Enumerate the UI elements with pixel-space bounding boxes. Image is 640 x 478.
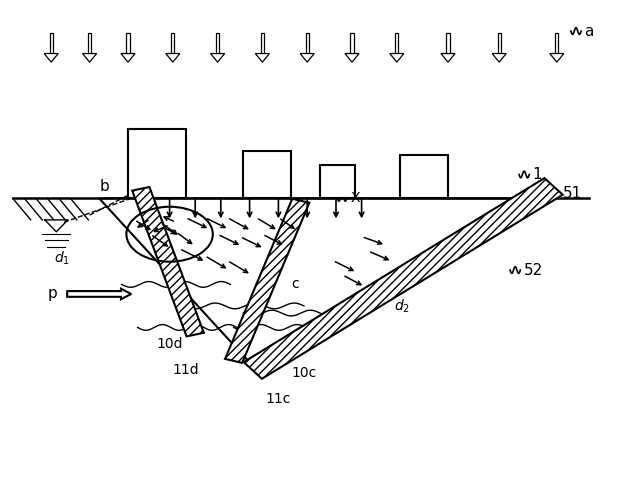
Text: 10d: 10d [157, 337, 183, 351]
Text: a: a [584, 23, 594, 39]
Bar [400, 155, 448, 198]
Polygon shape [351, 33, 354, 54]
Text: 10c: 10c [291, 366, 316, 380]
Text: 1: 1 [532, 167, 542, 182]
Text: $d_1$: $d_1$ [54, 250, 70, 267]
Polygon shape [244, 178, 563, 379]
Bar [128, 129, 186, 198]
Polygon shape [83, 54, 97, 62]
Text: $d_2$: $d_2$ [394, 297, 410, 315]
Polygon shape [498, 33, 500, 54]
Polygon shape [396, 33, 398, 54]
Polygon shape [132, 187, 204, 337]
Bar [243, 151, 291, 198]
Polygon shape [261, 33, 264, 54]
Polygon shape [390, 54, 404, 62]
Text: 11d: 11d [173, 363, 200, 378]
Text: 51: 51 [563, 186, 582, 201]
Polygon shape [88, 33, 92, 54]
Polygon shape [447, 33, 449, 54]
Polygon shape [441, 54, 455, 62]
Polygon shape [211, 54, 225, 62]
Polygon shape [255, 54, 269, 62]
Text: b: b [99, 179, 109, 194]
Text: p: p [48, 286, 58, 302]
Polygon shape [556, 33, 558, 54]
Polygon shape [550, 54, 564, 62]
Text: X: X [351, 191, 360, 206]
Polygon shape [166, 54, 180, 62]
Polygon shape [492, 54, 506, 62]
Polygon shape [121, 54, 135, 62]
Polygon shape [67, 289, 131, 299]
Text: c: c [291, 277, 299, 292]
Polygon shape [300, 54, 314, 62]
Polygon shape [127, 33, 130, 54]
Polygon shape [44, 54, 58, 62]
Polygon shape [50, 33, 53, 54]
Polygon shape [225, 199, 309, 363]
Text: 11c: 11c [266, 392, 291, 406]
Polygon shape [306, 33, 309, 54]
Bar [320, 165, 355, 198]
Polygon shape [216, 33, 219, 54]
Text: 52: 52 [524, 262, 543, 278]
Polygon shape [345, 54, 359, 62]
Polygon shape [172, 33, 174, 54]
